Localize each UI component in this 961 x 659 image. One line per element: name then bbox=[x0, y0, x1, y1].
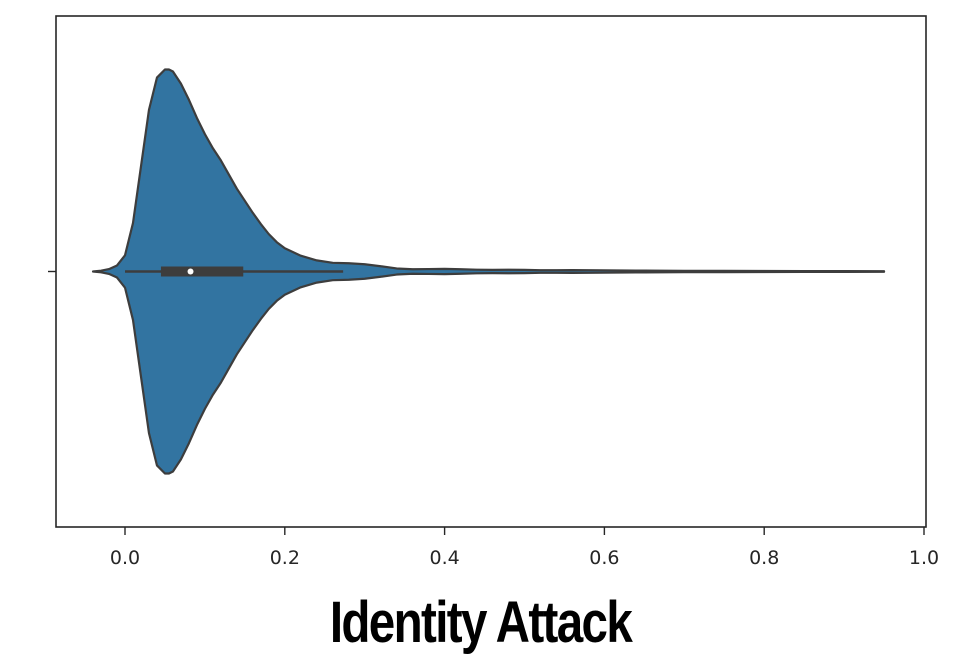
box-layer bbox=[125, 266, 344, 277]
x-tick-label: 0.0 bbox=[110, 547, 140, 569]
x-tick-label: 0.8 bbox=[749, 547, 779, 569]
median-marker bbox=[187, 268, 194, 275]
violin-layer bbox=[91, 68, 886, 475]
x-tick-label: 0.2 bbox=[270, 547, 300, 569]
violin-body bbox=[91, 68, 886, 475]
x-axis: 0.0 0.2 0.4 0.6 0.8 1.0 bbox=[110, 527, 939, 569]
x-tick-label: 1.0 bbox=[909, 547, 939, 569]
x-tick-label: 0.6 bbox=[589, 547, 619, 569]
chart-caption: Identity Attack bbox=[329, 590, 633, 655]
x-tick-label: 0.4 bbox=[429, 547, 459, 569]
box-iqr bbox=[160, 266, 244, 277]
